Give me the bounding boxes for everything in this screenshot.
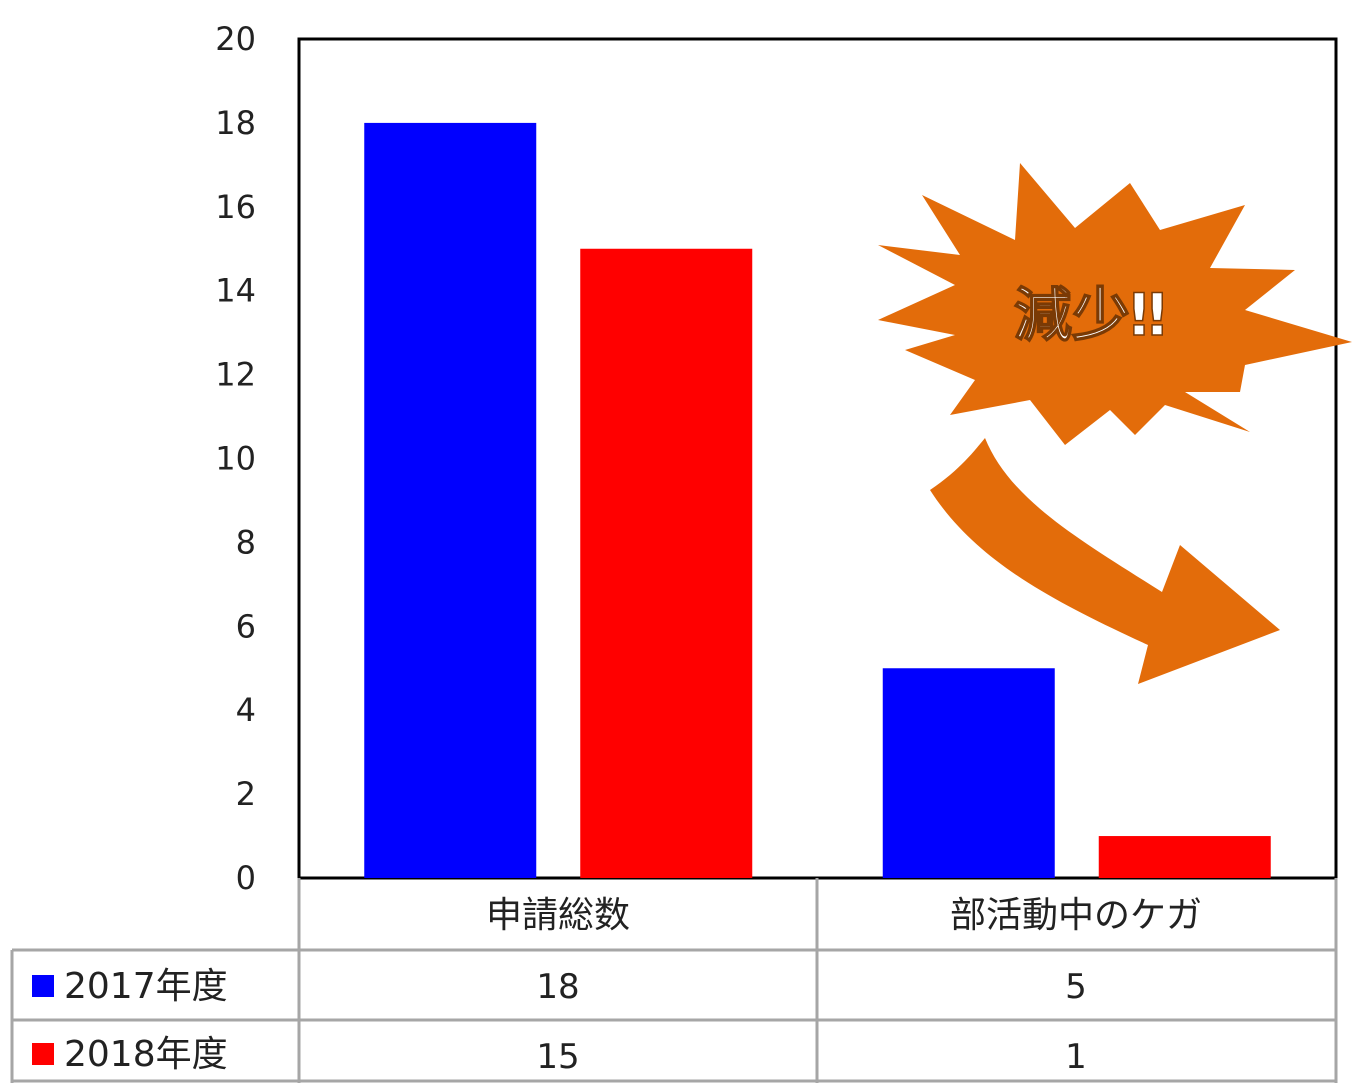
table-cell-2017-1: 5 bbox=[1065, 967, 1087, 1007]
y-tick-label-8: 8 bbox=[236, 523, 256, 561]
y-tick-label-10: 10 bbox=[215, 440, 256, 478]
table-cell-2018-0: 15 bbox=[536, 1037, 579, 1077]
table-cell-2017-0: 18 bbox=[536, 967, 579, 1007]
y-tick-label-0: 0 bbox=[236, 859, 256, 897]
data-table bbox=[10, 878, 1338, 1083]
legend-label-2018: 2018年度 bbox=[64, 1034, 228, 1075]
bar-2018年度-部活動中のケガ bbox=[1098, 836, 1271, 878]
y-axis-ticks: 0 2 4 6 8 10 12 14 16 18 20 bbox=[215, 20, 256, 897]
y-tick-label-20: 20 bbox=[215, 20, 256, 58]
bar-series bbox=[364, 122, 1271, 878]
decrease-callout: 減少‼ bbox=[878, 163, 1352, 445]
legend-key-2017 bbox=[32, 975, 54, 997]
starburst-shape bbox=[878, 163, 1352, 445]
callout-text: 減少‼ bbox=[1014, 281, 1166, 349]
bar-2017年度-部活動中のケガ bbox=[882, 668, 1055, 878]
y-tick-label-4: 4 bbox=[236, 691, 256, 729]
category-label-1: 部活動中のケガ bbox=[950, 895, 1202, 936]
bar-2018年度-申請総数 bbox=[580, 248, 753, 878]
y-tick-label-18: 18 bbox=[215, 104, 256, 142]
category-label-0: 申請総数 bbox=[486, 895, 630, 936]
y-tick-label-16: 16 bbox=[215, 188, 256, 226]
legend-key-2018 bbox=[32, 1043, 54, 1065]
table-cell-2018-1: 1 bbox=[1065, 1037, 1087, 1077]
y-tick-label-2: 2 bbox=[236, 775, 256, 813]
down-right-arrow-icon bbox=[930, 438, 1280, 684]
y-tick-label-6: 6 bbox=[236, 607, 256, 645]
y-tick-label-14: 14 bbox=[215, 272, 256, 310]
bar-2017年度-申請総数 bbox=[364, 122, 537, 878]
legend-label-2017: 2017年度 bbox=[64, 966, 228, 1007]
y-tick-label-12: 12 bbox=[215, 356, 256, 394]
